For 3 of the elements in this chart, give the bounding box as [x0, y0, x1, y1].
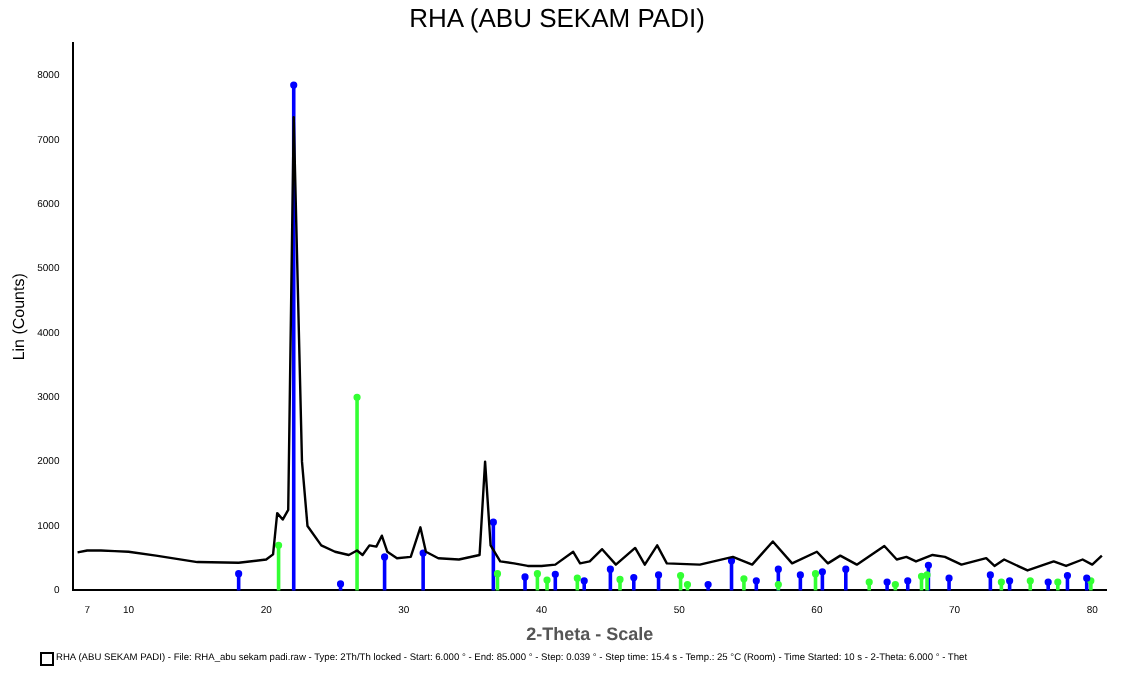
y-axis-title: Lin (Counts) [10, 272, 29, 361]
chart-title: RHA (ABU SEKAM PADI) [409, 2, 705, 33]
x-axis-title: 2-Theta - Scale [526, 624, 654, 645]
